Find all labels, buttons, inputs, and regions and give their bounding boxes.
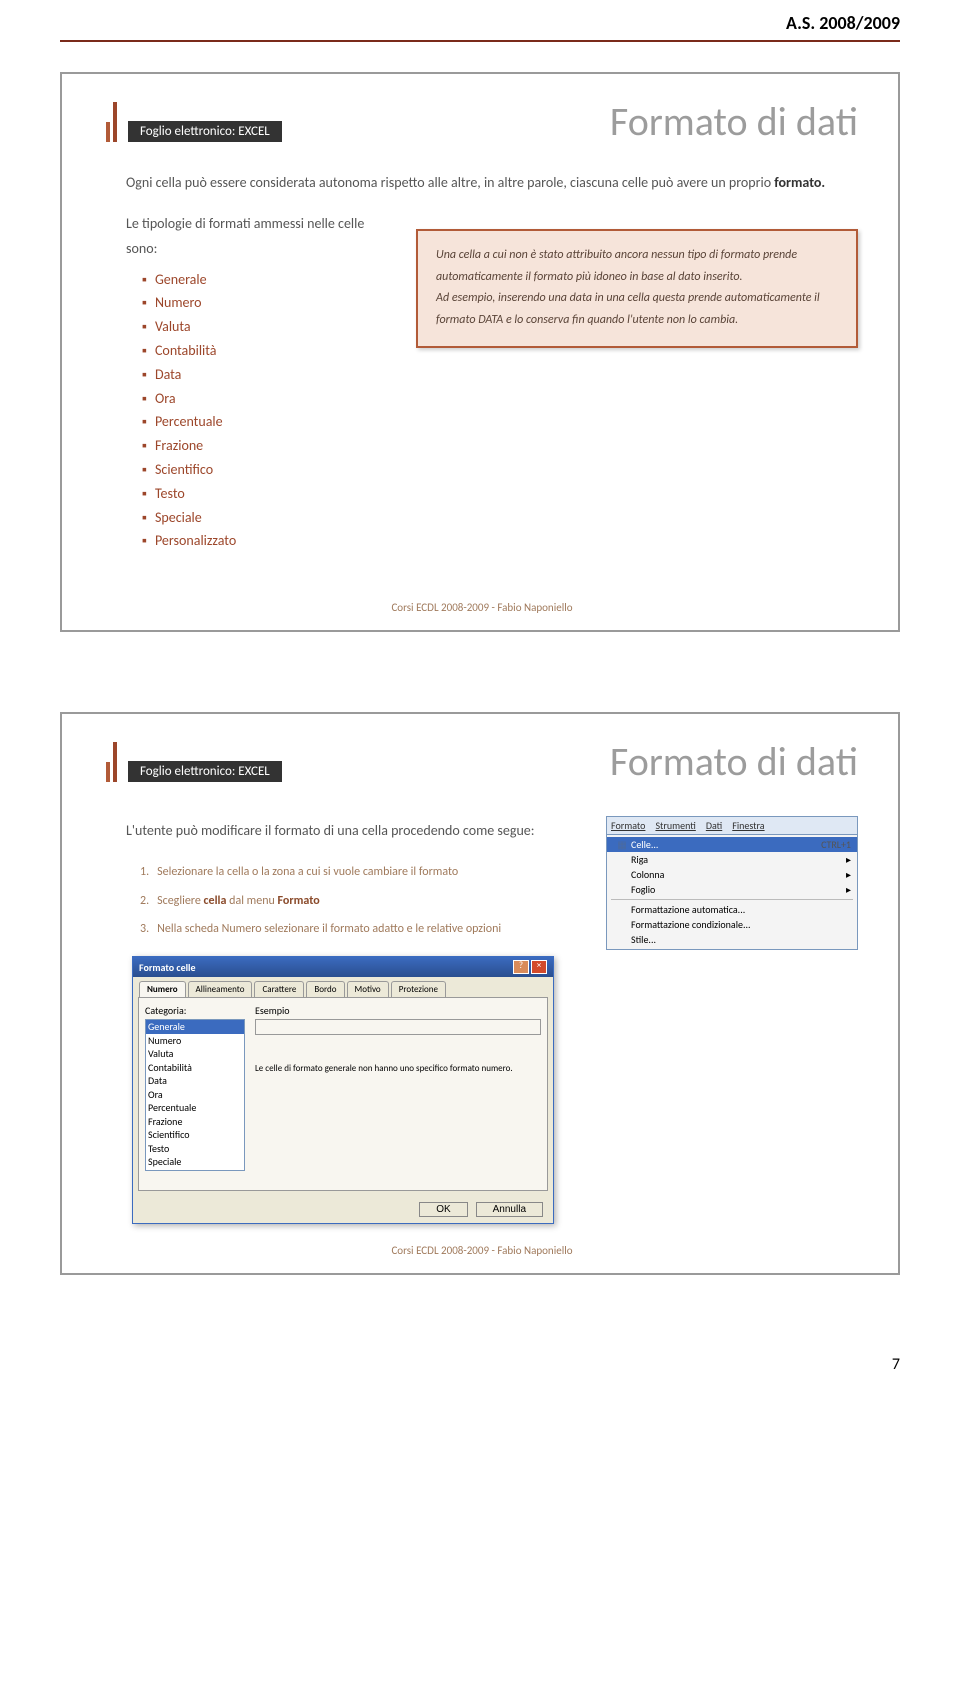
steps-list: 1.Selezionare la cella o la zona a cui s…	[140, 859, 576, 942]
menu-item[interactable]: Stile...	[607, 932, 857, 947]
menu-item-label: Celle...	[631, 838, 821, 851]
menu-header-item[interactable]: Strumenti	[655, 819, 695, 832]
intro-paragraph: Ogni cella può essere considerata autono…	[126, 170, 858, 195]
example-label: Esempio	[255, 1004, 541, 1017]
dialog-titlebar: Formato celle ? ×	[133, 957, 553, 977]
slide-2: Foglio elettronico: EXCEL Formato di dat…	[60, 712, 900, 1275]
menu-separator	[611, 899, 853, 900]
submenu-arrow-icon: ▸	[846, 853, 851, 866]
menu-item-label: Formattazione condizionale...	[631, 918, 851, 931]
menu-item[interactable]: Formattazione condizionale...	[607, 917, 857, 932]
menu-item-label: Stile...	[631, 933, 851, 946]
example-box	[255, 1019, 541, 1035]
category-option[interactable]: Data	[146, 1074, 244, 1088]
format-item: Numero	[142, 291, 386, 315]
category-option[interactable]: Percentuale	[146, 1101, 244, 1115]
category-listbox[interactable]: GeneraleNumeroValutaContabilitàDataOraPe…	[145, 1019, 245, 1171]
dialog-tabs: NumeroAllineamentoCarattereBordoMotivoPr…	[133, 977, 553, 997]
menu-header-item[interactable]: Formato	[611, 819, 645, 832]
format-item: Testo	[142, 482, 386, 506]
slide-header: Foglio elettronico: EXCEL Formato di dat…	[106, 742, 858, 782]
menu-item-label: Riga	[631, 853, 846, 866]
menu-item[interactable]: Formattazione automatica...	[607, 902, 857, 917]
menu-item[interactable]: ▦Celle...CTRL+1	[607, 837, 857, 852]
menu-shortcut: CTRL+1	[821, 838, 851, 851]
info-p2: Ad esempio, inserendo una data in una ce…	[436, 288, 838, 331]
dialog-tab[interactable]: Carattere	[254, 981, 304, 997]
category-option[interactable]: Frazione	[146, 1115, 244, 1129]
help-icon[interactable]: ?	[513, 960, 529, 974]
page-year: A.S. 2008/2009	[0, 0, 960, 40]
slide-header: Foglio elettronico: EXCEL Formato di dat…	[106, 102, 858, 142]
category-option[interactable]: Generale	[146, 1020, 244, 1034]
format-menu: Formato Strumenti Dati Finestra ▦Celle...CT…	[606, 816, 858, 950]
format-cells-dialog: Formato celle ? × NumeroAllineamentoCara…	[132, 956, 554, 1224]
menu-item-icon: ▦	[613, 838, 631, 851]
step-item: 3.Nella scheda Numero selezionare il for…	[140, 916, 576, 942]
dialog-tab[interactable]: Motivo	[347, 981, 389, 997]
menu-item-label: Foglio	[631, 883, 846, 896]
ok-button[interactable]: OK	[419, 1202, 467, 1217]
format-item: Percentuale	[142, 410, 386, 434]
menu-item-label: Formattazione automatica...	[631, 903, 851, 916]
menu-item[interactable]: Foglio▸	[607, 882, 857, 897]
accent-bars-icon	[106, 102, 120, 142]
menu-header-item[interactable]: Finestra	[732, 819, 764, 832]
category-option[interactable]: Valuta	[146, 1047, 244, 1061]
format-list-intro: Le tipologie di formati ammessi nelle ce…	[126, 211, 386, 261]
cancel-button[interactable]: Annulla	[476, 1202, 543, 1217]
menu-header-item[interactable]: Dati	[706, 819, 722, 832]
slide-tag: Foglio elettronico: EXCEL	[128, 121, 282, 142]
format-description: Le celle di formato generale non hanno u…	[255, 1063, 541, 1076]
format-item: Valuta	[142, 315, 386, 339]
step-item: 1.Selezionare la cella o la zona a cui s…	[140, 859, 576, 885]
slide-title: Formato di dati	[610, 102, 858, 142]
slide-title: Formato di dati	[610, 742, 858, 782]
dialog-tab[interactable]: Numero	[139, 981, 186, 997]
format-item: Contabilità	[142, 339, 386, 363]
slide-footer: Corsi ECDL 2008-2009 - Fabio Naponiello	[106, 601, 858, 614]
steps-intro: L'utente può modificare il formato di un…	[126, 818, 576, 843]
submenu-arrow-icon: ▸	[846, 883, 851, 896]
format-item: Scientifico	[142, 458, 386, 482]
slide-1: Foglio elettronico: EXCEL Formato di dat…	[60, 72, 900, 632]
format-item: Speciale	[142, 506, 386, 530]
format-item: Ora	[142, 387, 386, 411]
category-option[interactable]: Scientifico	[146, 1128, 244, 1142]
category-option[interactable]: Personalizzato	[146, 1169, 244, 1172]
dialog-title: Formato celle	[139, 961, 511, 974]
close-icon[interactable]: ×	[531, 960, 547, 974]
info-box: Una cella a cui non è stato attribuito a…	[416, 229, 858, 347]
menu-item-label: Colonna	[631, 868, 846, 881]
dialog-tab[interactable]: Allineamento	[188, 981, 253, 997]
menu-header: Formato Strumenti Dati Finestra	[607, 817, 857, 835]
submenu-arrow-icon: ▸	[846, 868, 851, 881]
menu-item[interactable]: Riga▸	[607, 852, 857, 867]
dialog-tab[interactable]: Protezione	[391, 981, 446, 997]
dialog-tab[interactable]: Bordo	[306, 981, 344, 997]
format-item: Generale	[142, 268, 386, 292]
info-p1: Una cella a cui non è stato attribuito a…	[436, 245, 838, 288]
page-number: 7	[0, 1355, 960, 1394]
step-item: 2.Scegliere cella dal menu Formato	[140, 888, 576, 914]
intro-text: Ogni cella può essere considerata autono…	[126, 174, 774, 191]
category-option[interactable]: Contabilità	[146, 1061, 244, 1075]
format-item: Personalizzato	[142, 529, 386, 553]
format-list: GeneraleNumeroValutaContabilitàDataOraPe…	[142, 268, 386, 554]
page-divider	[60, 40, 900, 42]
slide-footer: Corsi ECDL 2008-2009 - Fabio Naponiello	[106, 1244, 858, 1257]
category-option[interactable]: Ora	[146, 1088, 244, 1102]
format-item: Data	[142, 363, 386, 387]
category-option[interactable]: Testo	[146, 1142, 244, 1156]
menu-item[interactable]: Colonna▸	[607, 867, 857, 882]
category-option[interactable]: Speciale	[146, 1155, 244, 1169]
category-label: Categoria:	[145, 1004, 245, 1017]
accent-bars-icon	[106, 742, 120, 782]
slide-tag: Foglio elettronico: EXCEL	[128, 761, 282, 782]
intro-bold: formato.	[774, 174, 825, 191]
category-option[interactable]: Numero	[146, 1034, 244, 1048]
format-item: Frazione	[142, 434, 386, 458]
